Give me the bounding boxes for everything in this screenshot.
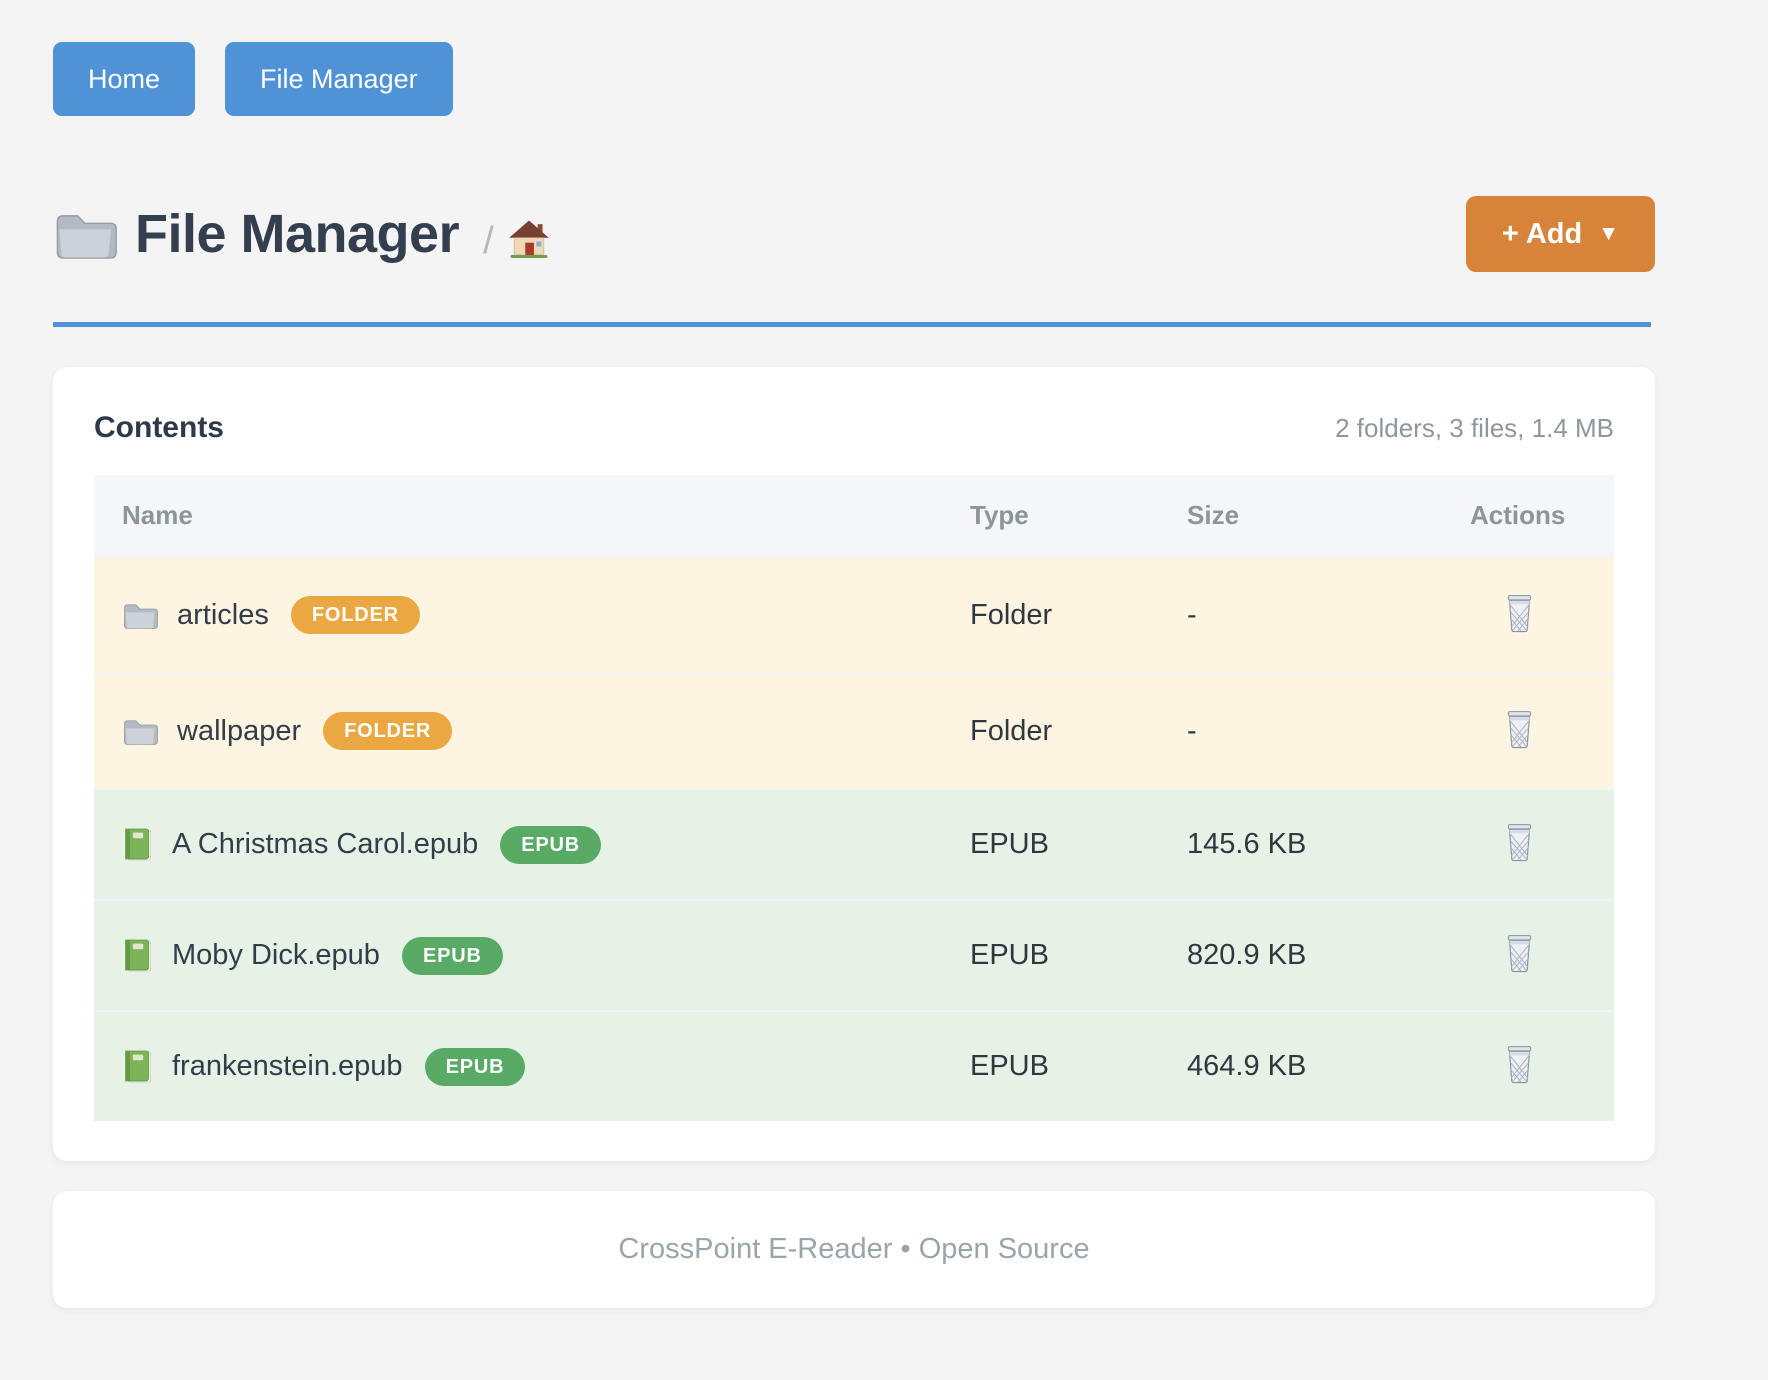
actions-cell — [1470, 1044, 1614, 1089]
name-cell: frankenstein.epub EPUB — [94, 1047, 970, 1086]
folder-name-link[interactable]: wallpaper — [177, 714, 302, 747]
size-cell: 464.9 KB — [1187, 1050, 1307, 1082]
actions-cell — [1470, 933, 1614, 978]
name-cell: A Christmas Carol.epub EPUB — [94, 825, 970, 864]
name-cell: Moby Dick.epub EPUB — [94, 936, 970, 975]
footer-card: CrossPoint E-Reader • Open Source — [53, 1191, 1655, 1308]
contents-card: Contents 2 folders, 3 files, 1.4 MB Name… — [53, 367, 1655, 1161]
nav-file-manager-button[interactable]: File Manager — [225, 42, 453, 116]
type-cell: EPUB — [970, 939, 1049, 971]
nav-home-button[interactable]: Home — [53, 42, 196, 116]
type-cell: Folder — [970, 598, 1053, 631]
file-name-link[interactable]: frankenstein.epub — [172, 1050, 403, 1082]
size-cell: 145.6 KB — [1187, 828, 1307, 860]
size-cell: - — [1187, 598, 1197, 631]
column-header-name: Name — [122, 500, 193, 530]
folder-icon — [122, 600, 158, 630]
type-badge: EPUB — [424, 1047, 526, 1086]
size-cell: - — [1187, 714, 1197, 747]
contents-title: Contents — [94, 411, 224, 444]
type-badge: EPUB — [500, 825, 602, 864]
trash-icon — [1502, 935, 1537, 976]
file-name-link[interactable]: A Christmas Carol.epub — [172, 828, 479, 860]
file-table: Name Type Size Actions articles FOLDER Fol… — [94, 475, 1614, 1121]
delete-button[interactable] — [1502, 593, 1537, 633]
table-row: Moby Dick.epub EPUB EPUB 820.9 KB — [94, 899, 1614, 1010]
breadcrumb-separator: / — [483, 219, 494, 262]
type-badge: EPUB — [401, 936, 503, 975]
type-cell: EPUB — [970, 1050, 1049, 1082]
actions-cell — [1470, 709, 1614, 754]
caret-down-icon: ▼ — [1598, 222, 1619, 245]
header-divider — [53, 322, 1651, 327]
page-title: File Manager — [135, 204, 460, 264]
column-header-size: Size — [1187, 500, 1240, 530]
delete-button[interactable] — [1502, 709, 1537, 749]
delete-button[interactable] — [1502, 1044, 1537, 1084]
folder-name-link[interactable]: articles — [177, 598, 269, 631]
trash-icon — [1502, 594, 1537, 636]
add-button[interactable]: + Add ▼ — [1465, 196, 1655, 272]
file-name-link[interactable]: Moby Dick.epub — [172, 939, 380, 971]
book-icon — [122, 1049, 153, 1085]
type-badge: FOLDER — [290, 596, 420, 634]
actions-cell — [1470, 822, 1614, 867]
name-cell: articles FOLDER — [94, 596, 970, 634]
trash-icon — [1502, 824, 1537, 865]
folder-icon — [53, 206, 117, 262]
add-button-label: + Add — [1501, 217, 1583, 250]
contents-card-header: Contents 2 folders, 3 files, 1.4 MB — [94, 367, 1614, 475]
page-header: File Manager / + Add ▼ — [53, 196, 1655, 272]
delete-button[interactable] — [1502, 822, 1537, 862]
trash-icon — [1502, 1046, 1537, 1087]
column-header-type: Type — [970, 500, 1029, 530]
type-cell: Folder — [970, 714, 1053, 747]
book-icon — [122, 827, 153, 863]
delete-button[interactable] — [1502, 933, 1537, 973]
name-cell: wallpaper FOLDER — [94, 712, 970, 750]
footer-text: CrossPoint E-Reader • Open Source — [618, 1233, 1090, 1265]
trash-icon — [1502, 710, 1537, 752]
top-nav: Home File Manager — [0, 0, 1768, 116]
house-icon[interactable] — [508, 219, 550, 259]
contents-summary: 2 folders, 3 files, 1.4 MB — [1335, 412, 1614, 443]
folder-icon — [122, 716, 158, 746]
table-row: A Christmas Carol.epub EPUB EPUB 145.6 KB — [94, 788, 1614, 899]
table-header-row: Name Type Size Actions — [94, 475, 1614, 556]
table-row: wallpaper FOLDER Folder - — [94, 672, 1614, 788]
type-cell: EPUB — [970, 828, 1049, 860]
book-icon — [122, 938, 153, 974]
file-table-body: articles FOLDER Folder - wallpaper FOLDER Fold… — [94, 556, 1614, 1121]
type-badge: FOLDER — [323, 712, 453, 750]
table-row: articles FOLDER Folder - — [94, 556, 1614, 672]
actions-cell — [1470, 593, 1614, 638]
table-row: frankenstein.epub EPUB EPUB 464.9 KB — [94, 1010, 1614, 1121]
size-cell: 820.9 KB — [1187, 939, 1307, 971]
column-header-actions: Actions — [1470, 500, 1566, 530]
